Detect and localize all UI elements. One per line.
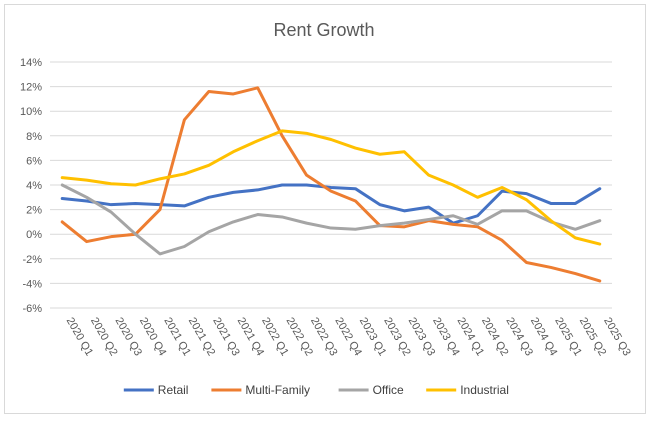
y-tick-label: -2% [22,254,42,266]
series-lines [60,86,602,283]
legend-label-industrial: Industrial [460,383,509,397]
legend-label-multi-family: Multi-Family [245,383,310,397]
y-axis-ticks: -6% -4% -2% 0% 2% 4% 6% 8% 10% 12% 14% [20,57,42,315]
legend-label-retail: Retail [158,383,189,397]
y-tick-label: -4% [22,278,42,290]
series-line-multi-family [60,86,602,283]
y-tick-label: 12% [20,82,42,94]
chart-title: Rent Growth [273,20,374,40]
y-tick-label: 0% [26,229,42,241]
y-tick-label: 14% [20,57,42,69]
gridlines [50,61,612,309]
y-tick-label: 4% [26,180,42,192]
y-tick-label: 10% [20,106,42,118]
y-tick-label: -6% [22,303,42,315]
y-tick-label: 2% [26,205,42,217]
legend-label-office: Office [373,383,404,397]
series-line-office [60,183,602,256]
series-line-industrial [60,129,602,246]
y-tick-label: 6% [26,155,42,167]
legend: Retail Multi-Family Office Industrial [123,383,509,397]
y-tick-label: 8% [26,131,42,143]
